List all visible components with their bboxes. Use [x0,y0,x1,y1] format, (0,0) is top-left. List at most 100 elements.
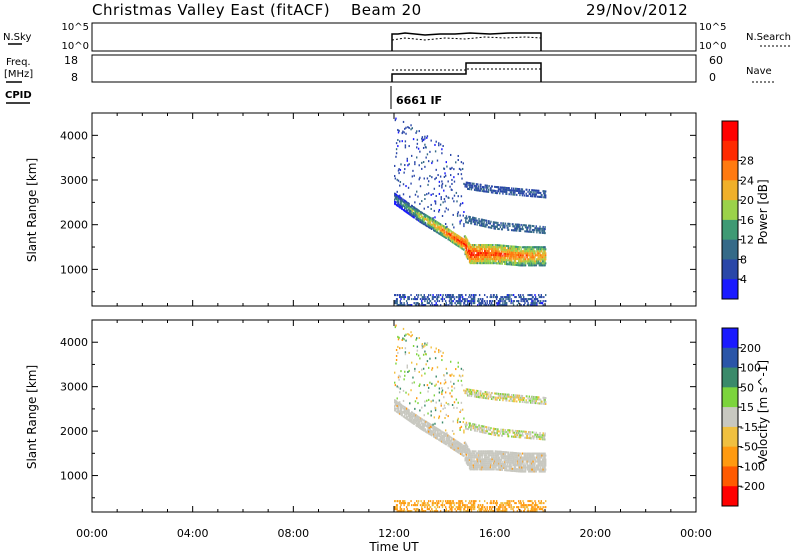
velocity-cell [517,396,519,399]
power-cell [520,248,522,251]
velocity-cell [443,382,446,385]
power-cell [515,296,517,299]
power-cell [475,244,477,247]
velocity-cell [461,506,463,509]
power-cell [463,304,465,307]
power-cell [394,177,397,180]
velocity-cell [423,384,425,387]
velocity-cell [486,464,488,467]
velocity-cell [445,502,447,505]
velocity-cell [422,353,425,356]
velocity-cell [424,428,427,431]
power-cell [481,250,483,253]
velocity-cell [434,506,436,509]
velocity-cell [444,440,447,443]
power-cell [430,139,432,142]
power-cell [429,294,432,297]
velocity-cell [416,349,419,352]
velocity-cell [485,452,487,455]
velocity-cell [519,434,522,437]
velocity-cell [473,504,476,507]
velocity-cell [436,500,438,503]
velocity-cell [456,444,458,447]
power-cell [418,210,420,213]
velocity-cell [427,390,429,393]
power-cell [460,238,462,241]
velocity-cell [486,391,488,394]
velocity-cell [498,506,500,509]
power-cell [483,304,485,307]
power-cell [451,302,453,305]
velocity-cell [470,388,472,391]
power-cell [490,254,493,257]
power-cell [453,232,455,235]
velocity-cell [517,468,519,471]
power-cell [519,254,522,257]
velocity-cell [468,448,470,451]
power-cell [500,222,502,225]
power-cell [453,180,456,183]
velocity-cell [483,394,485,397]
power-cell [436,294,438,297]
power-cell [441,152,443,155]
power-cell [541,256,544,259]
velocity-cell [399,391,401,394]
date-label: 29/Nov/2012 [586,1,688,19]
velocity-cell [485,454,488,457]
velocity-cell [522,464,525,467]
velocity-cell [411,417,414,420]
velocity-cell [451,404,454,406]
power-cell [514,296,516,299]
power-cell [417,296,419,299]
velocity-cell [495,466,497,469]
velocity-cell [431,367,434,370]
velocity-cell [502,393,504,396]
power-cell [519,229,522,232]
velocity-cell [414,502,416,505]
velocity-cell [521,504,524,507]
velocity-cell [465,390,467,393]
velocity-cell [441,387,443,390]
velocity-cell [486,508,488,511]
power-cell [491,260,493,263]
velocity-cell [505,504,507,507]
power-cell [400,296,403,299]
power-cell [512,253,515,256]
power-cell [455,233,457,236]
velocity-cell [461,450,464,453]
power-cell [399,206,402,209]
velocity-cell [406,410,408,413]
power-cell [466,298,468,301]
velocity-cell [396,385,398,388]
power-cell [514,229,516,232]
power-cell [511,259,513,262]
velocity-cell [473,500,476,503]
power-cell [396,300,398,303]
velocity-cell [417,500,420,503]
power-cell [507,294,509,297]
velocity-cell [434,432,437,435]
power-cell [449,296,452,299]
power-cell [432,217,434,220]
power-cell [523,190,526,193]
velocity-cell [460,379,463,382]
velocity-cell [409,417,411,420]
velocity-cell [468,394,471,397]
velocity-cell [400,370,402,373]
power-cell [440,196,442,199]
power-cell [424,143,426,146]
power-cell [508,298,510,301]
velocity-cell [516,506,518,509]
power-cell [397,304,400,307]
power-cell [453,298,456,301]
velocity-cell [436,510,439,513]
power-cell [410,128,412,131]
velocity-cell [466,451,469,454]
power-cell [408,163,410,166]
power-cell [434,143,436,146]
power-cell [480,183,482,186]
power-cell [401,200,403,203]
velocity-cell [502,504,505,507]
power-cell [416,298,419,301]
velocity-cell [510,504,512,507]
